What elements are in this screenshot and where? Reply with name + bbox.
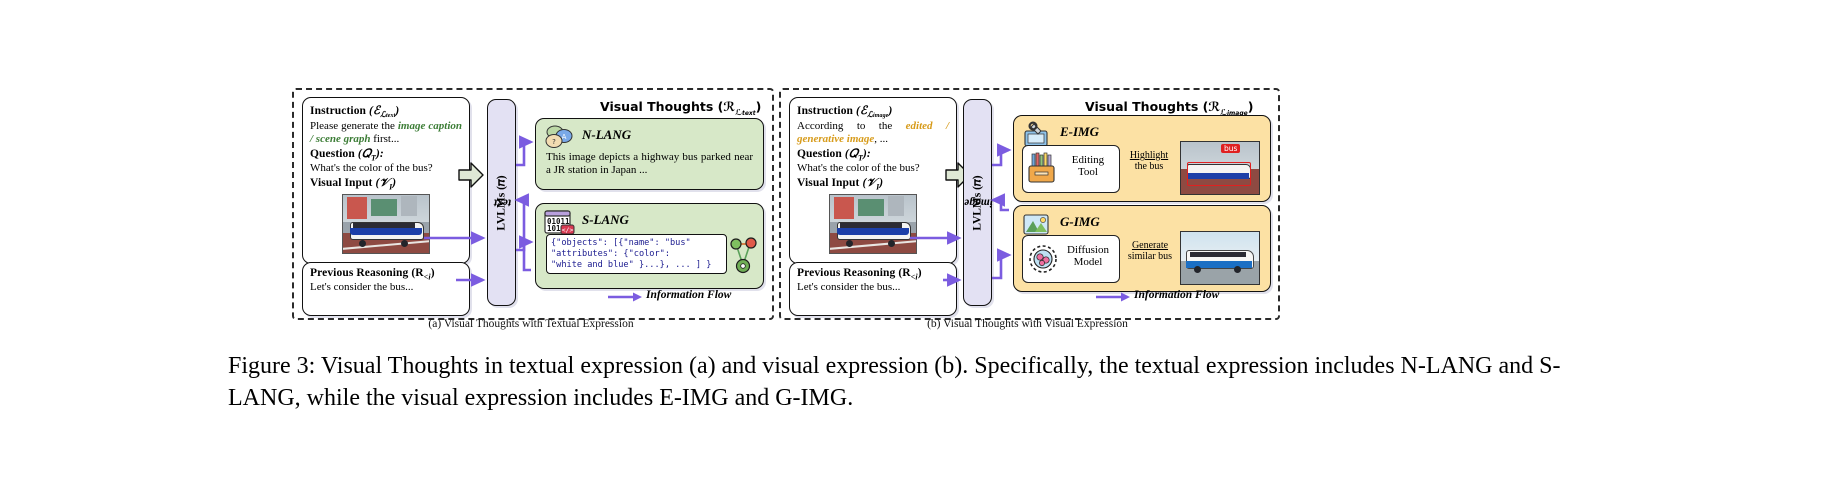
code-line-1: {"objects": [{"name": "bus" <box>551 238 691 248</box>
svg-text:A: A <box>562 133 567 141</box>
previous-reasoning-card-a: Previous Reasoning (R<i) Let's consider … <box>302 262 470 316</box>
instruction-title-a: Instruction (ℰℒtext) <box>310 105 400 120</box>
instruction-emphasis-a: image caption / scene graph <box>310 120 462 145</box>
s-lang-card: 01011 101 </> S-LANG {"objects": [{"name… <box>535 203 764 289</box>
edited-bus-image: bus <box>1180 141 1260 195</box>
instruction-text-2-b: , ... <box>874 132 889 145</box>
lvlm-module-a: LVLMs (𝜋 text) <box>487 99 516 306</box>
lvlm-module-b: LVLMs (𝜋 image) <box>963 99 992 306</box>
pictures-icon <box>1022 211 1054 239</box>
visual-thoughts-title-a: Visual Thoughts (ℛℒtext) <box>600 99 762 117</box>
previous-reasoning-title-b: Previous Reasoning (R<i) <box>797 267 922 282</box>
previous-reasoning-text-b: Let's consider the bus... <box>797 281 901 294</box>
g-img-annotation-1: Generate <box>1131 240 1169 251</box>
s-lang-code-block: {"objects": [{"name": "bus" "attributes"… <box>546 234 727 275</box>
visual-thoughts-title-b: Visual Thoughts (ℛℒimage) <box>1085 99 1254 117</box>
g-img-annotation: Generate similar bus <box>1118 240 1182 262</box>
editing-tool-label: Editing Tool <box>1059 154 1117 178</box>
s-lang-label: S-LANG <box>582 212 629 227</box>
instruction-emphasis-b: edited / generative image <box>797 120 949 145</box>
e-img-annotation-2: the bus <box>1134 161 1164 173</box>
previous-reasoning-sub-b: <i <box>910 272 918 282</box>
instruction-body-a: Please generate the image caption / scen… <box>310 120 462 145</box>
previous-reasoning-title-text-a: Previous Reasoning (R <box>310 267 424 279</box>
input-arrow-a <box>458 160 484 190</box>
panel-a-caption: (a) Visual Thoughts with Textual Express… <box>428 318 634 330</box>
bus-photo-b <box>829 193 917 254</box>
editing-tool-label-2: Tool <box>1077 166 1098 179</box>
g-img-annotation-2: similar bus <box>1127 251 1173 263</box>
n-lang-text: This image depicts a highway bus parked … <box>546 151 753 176</box>
visual-input-title-b: Visual Input (𝒱I) <box>797 176 884 191</box>
image-edit-tools-icon <box>1022 121 1054 149</box>
svg-text:?: ? <box>552 138 556 146</box>
information-flow-label-a: Information Flow <box>646 289 732 301</box>
question-text-a: What's the color of the bus? <box>310 162 433 175</box>
e-img-annotation-1: Highlight <box>1129 150 1169 161</box>
diffusion-model-icon <box>1027 243 1059 275</box>
question-title-text-a: Question <box>310 147 355 160</box>
instruction-title-text-b: Instruction <box>797 105 854 117</box>
question-title-text-b: Question <box>797 147 842 160</box>
instruction-text-1-b: According to the <box>797 120 906 133</box>
instruction-title-b: Instruction (ℰℒimage) <box>797 105 893 120</box>
information-flow-label-b: Information Flow <box>1134 289 1220 301</box>
n-lang-card: A ? N-LANG This image depicts a highway … <box>535 118 764 190</box>
e-img-label: E-IMG <box>1060 124 1100 139</box>
previous-reasoning-text-a: Let's consider the bus... <box>310 281 414 294</box>
diffusion-model-box: Diffusion Model <box>1022 235 1120 283</box>
visual-input-title-text-a: Visual Input <box>310 176 373 189</box>
binary-code-icon: 01011 101 </> <box>544 209 576 237</box>
svg-text:</>: </> <box>562 226 574 234</box>
lvlm-label-b: LVLMs (𝜋 image) <box>963 174 992 231</box>
instruction-card-a: Instruction (ℰℒtext) Please generate the… <box>302 97 470 264</box>
scene-graph-icon <box>728 234 760 280</box>
lvlm-label-a: LVLMs (𝜋 text) <box>492 174 511 231</box>
e-img-annotation: Highlight the bus <box>1119 150 1179 172</box>
bus-highlight-label: bus <box>1221 144 1241 153</box>
previous-reasoning-title-a: Previous Reasoning (R<i) <box>310 267 435 282</box>
editing-tool-label-1: Editing <box>1071 154 1105 166</box>
question-title-a: Question (𝑄T): <box>310 147 384 163</box>
instruction-card-b: Instruction (ℰℒimage) According to the e… <box>789 97 957 264</box>
n-lang-label: N-LANG <box>582 127 632 142</box>
previous-reasoning-sub-a: <i <box>423 272 431 282</box>
svg-text:01011: 01011 <box>547 217 570 226</box>
instruction-text-2-a: first... <box>370 132 400 145</box>
question-text-b: What's the color of the bus? <box>797 162 920 175</box>
instruction-text-1-a: Please generate the <box>310 120 398 133</box>
pencil-case-icon <box>1027 152 1057 186</box>
diffusion-model-label-1: Diffusion <box>1067 244 1109 256</box>
information-flow-arrow-b <box>1096 292 1130 302</box>
g-img-label: G-IMG <box>1060 214 1100 229</box>
bus-photo-a <box>342 193 430 254</box>
code-line-3: "white and blue" }...}, ... ] } <box>551 259 712 270</box>
diffusion-model-label-2: Model <box>1073 256 1103 269</box>
diffusion-model-label: Diffusion Model <box>1059 244 1117 268</box>
figure-caption: Figure 3: Visual Thoughts in textual exp… <box>228 353 1561 412</box>
previous-reasoning-card-b: Previous Reasoning (R<i) Let's consider … <box>789 262 957 316</box>
code-line-2: "attributes": {"color": <box>551 248 670 259</box>
instruction-title-text-a: Instruction <box>310 105 367 117</box>
instruction-body-b: According to the edited / generative ima… <box>797 120 949 145</box>
information-flow-arrow-a <box>608 292 642 302</box>
panel-b-caption: (b) Visual Thoughts with Visual Expressi… <box>927 318 1128 330</box>
editing-tool-box: Editing Tool <box>1022 145 1120 193</box>
speech-bubbles-icon: A ? <box>544 124 576 152</box>
visual-input-title-a: Visual Input (𝒱I) <box>310 176 397 191</box>
generated-bus-image <box>1180 231 1260 285</box>
question-title-b: Question (𝑄T): <box>797 147 871 163</box>
previous-reasoning-title-text-b: Previous Reasoning (R <box>797 267 911 279</box>
svg-text:101: 101 <box>547 224 561 233</box>
visual-input-title-text-b: Visual Input <box>797 176 860 189</box>
